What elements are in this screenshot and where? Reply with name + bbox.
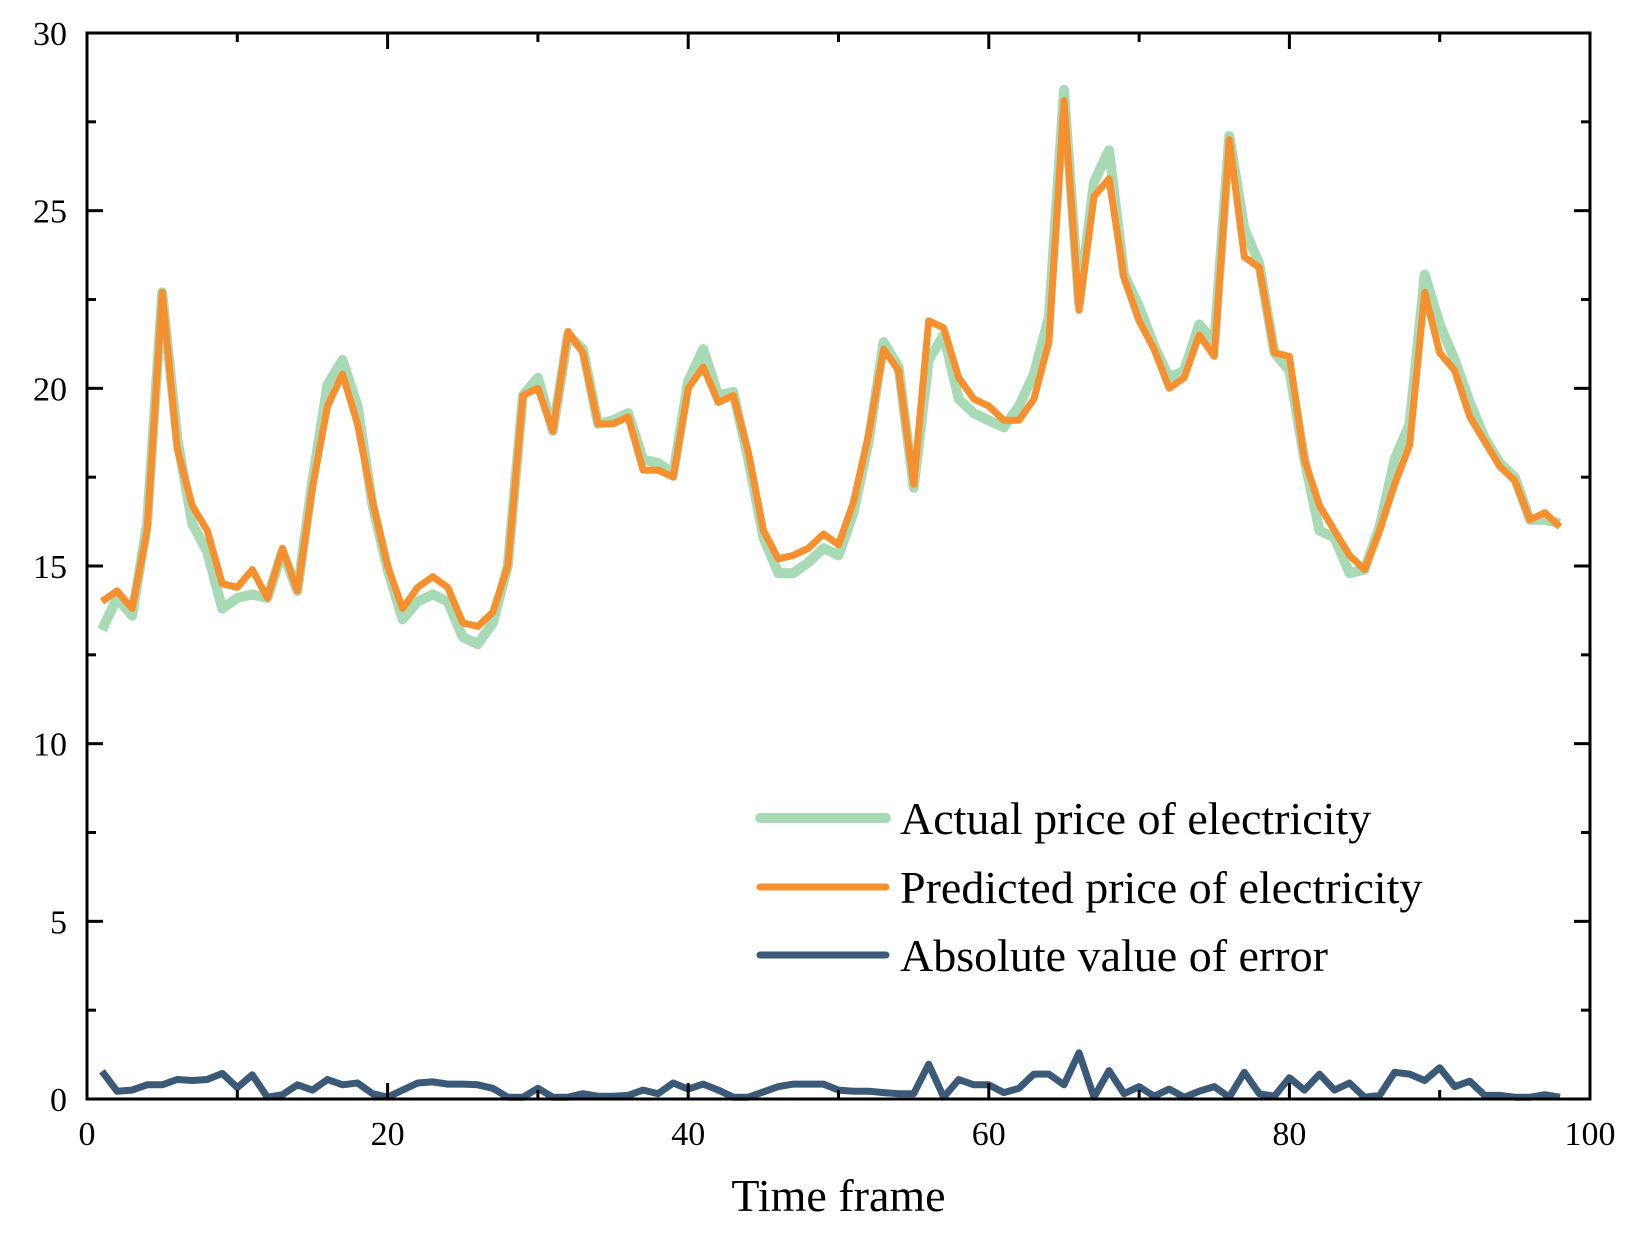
y-tick-label: 20 xyxy=(33,371,67,408)
legend-label-3: Absolute value of error xyxy=(900,930,1328,981)
series-layer xyxy=(97,84,1563,1101)
y-tick-label: 0 xyxy=(50,1082,67,1119)
y-tick-label: 30 xyxy=(33,16,67,53)
legend-label-2: Predicted price of electricity xyxy=(900,862,1422,913)
legend: Actual price of electricity Predicted pri… xyxy=(755,793,1422,981)
y-tick-label: 15 xyxy=(33,549,67,586)
y-tick-label: 25 xyxy=(33,194,67,231)
series-line-1 xyxy=(97,84,1562,650)
x-tick-label: 40 xyxy=(671,1116,705,1153)
tick-layer: 0 20 40 60 80 100 0 5 10 15 20 25 30 xyxy=(33,16,1616,1153)
x-tick-label: 80 xyxy=(1272,1116,1306,1153)
x-tick-label: 60 xyxy=(972,1116,1006,1153)
x-tick-label: 20 xyxy=(371,1116,405,1153)
series-line-3 xyxy=(99,1049,1561,1101)
x-tick-label: 0 xyxy=(79,1116,96,1153)
x-axis-title: Time frame xyxy=(731,1170,945,1221)
y-tick-label: 5 xyxy=(50,904,67,941)
y-tick-label: 10 xyxy=(33,727,67,764)
x-tick-label: 100 xyxy=(1565,1116,1616,1153)
series-line-2 xyxy=(99,97,1563,630)
legend-label-1: Actual price of electricity xyxy=(900,793,1371,844)
